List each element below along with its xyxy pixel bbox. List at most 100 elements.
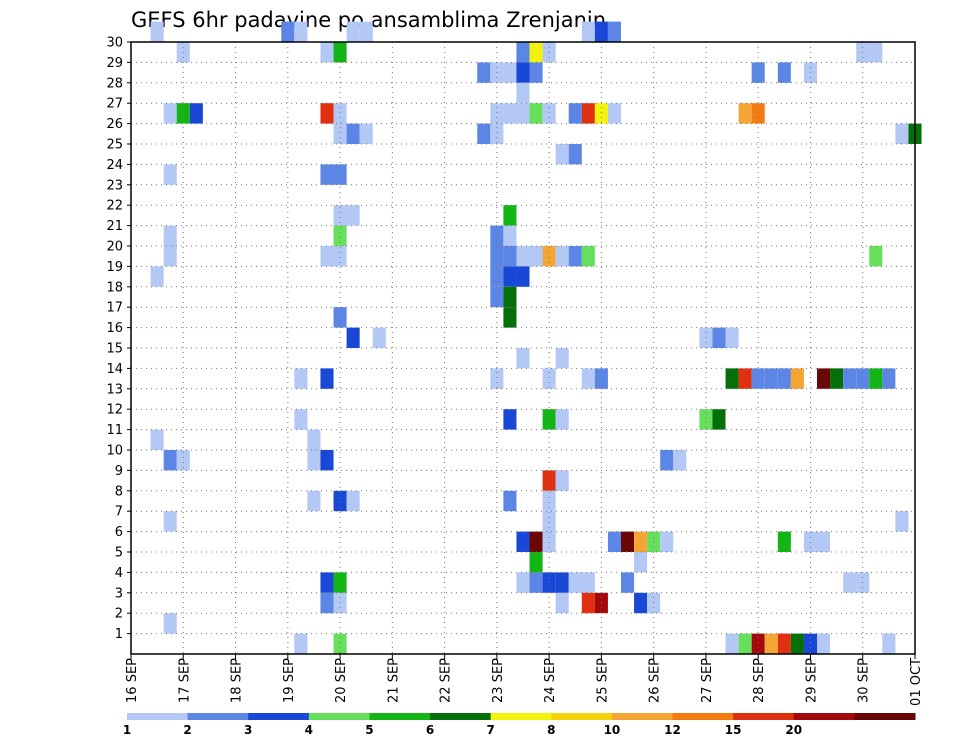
y-tick-label: 17 (106, 301, 123, 316)
heatmap-cell (542, 409, 556, 430)
colorbar-legend: 1 2 3 4 5 6 7 8 10 12 15 20 (123, 713, 916, 737)
colorbar-label: 15 (725, 723, 742, 737)
heatmap-cell (516, 42, 530, 63)
heatmap-cell (817, 633, 831, 654)
heatmap-cell (490, 266, 504, 287)
heatmap-cell (320, 246, 334, 267)
heatmap-cell (594, 21, 608, 42)
heatmap-cell (790, 633, 804, 654)
heatmap-cell (189, 103, 203, 124)
heatmap-cell (163, 103, 177, 124)
heatmap-cell (529, 62, 543, 83)
heatmap-cell (477, 123, 491, 144)
heatmap-cell (163, 450, 177, 471)
colorbar-segment (430, 713, 492, 720)
heatmap-cell (163, 246, 177, 267)
heatmap-cell (529, 552, 543, 573)
x-tick-label: 19 SEP (282, 658, 297, 703)
heatmap-cell (660, 450, 674, 471)
colorbar-label: 2 (183, 723, 191, 737)
heatmap-cell (294, 633, 308, 654)
heatmap-cell (333, 490, 347, 512)
heatmap-cell (333, 225, 347, 246)
heatmap-cell (333, 246, 347, 267)
heatmap-cell (869, 42, 883, 63)
colorbar-segment (793, 713, 855, 720)
heatmap-cell (503, 490, 517, 512)
heatmap-cell (764, 633, 778, 654)
heatmap-cell (634, 552, 648, 573)
heatmap-cell (294, 368, 308, 389)
heatmap-cell (568, 246, 582, 267)
colorbar-label: 7 (487, 723, 495, 737)
y-tick-label: 12 (106, 403, 123, 418)
y-tick-label: 27 (106, 97, 123, 112)
heatmap-cell (568, 144, 582, 165)
heatmap-cell (555, 572, 569, 593)
heatmap-cell (176, 103, 190, 124)
heatmap-cell (503, 409, 517, 430)
heatmap-cell (738, 103, 752, 124)
colorbar-label: 6 (426, 723, 434, 737)
heatmap-cell (320, 450, 334, 471)
heatmap-cell (503, 246, 517, 267)
heatmap-cell (660, 531, 674, 552)
y-tick-label: 11 (106, 423, 123, 438)
colorbar-label: 8 (547, 723, 555, 737)
heatmap-cell (542, 368, 556, 389)
heatmap-cell (320, 368, 334, 389)
heatmap-cell (647, 531, 661, 552)
colorbar-label: 4 (305, 723, 313, 737)
heatmap-cell (542, 470, 556, 491)
colorbar-segment (369, 713, 431, 720)
heatmap-cell (516, 62, 530, 83)
heatmap-cell (163, 225, 177, 246)
heatmap-cell (490, 368, 504, 389)
heatmap-cell (150, 21, 164, 42)
heatmap-cell (490, 246, 504, 267)
y-tick-label: 29 (106, 56, 123, 71)
heatmap-cell (542, 511, 556, 532)
heatmap-cell (621, 572, 635, 593)
heatmap-cell (150, 429, 164, 450)
heatmap-cell (529, 572, 543, 593)
heatmap-cell (581, 368, 595, 389)
heatmap-cell (555, 470, 569, 491)
heatmap-cell (738, 368, 752, 389)
y-tick-label: 22 (106, 199, 123, 214)
y-tick-label: 4 (115, 566, 123, 581)
heatmap-cell (320, 103, 334, 124)
x-tick-label: 20 SEP (334, 658, 349, 703)
heatmap-cell (751, 368, 765, 389)
heatmap-cell (529, 246, 543, 267)
y-tick-label: 18 (106, 280, 123, 295)
colorbar-label: 12 (664, 723, 681, 737)
heatmap-cell (895, 123, 909, 144)
heatmap-cell (594, 368, 608, 389)
heatmap-cell (516, 266, 530, 287)
heatmap-cell (790, 368, 804, 389)
heatmap-cell (555, 348, 569, 369)
y-tick-label: 14 (106, 362, 123, 377)
y-tick-label: 1 (115, 627, 123, 642)
heatmap-cell (607, 531, 621, 552)
x-tick-label: 29 SEP (804, 658, 819, 703)
heatmap-cell (307, 490, 321, 512)
y-tick-label: 28 (106, 76, 123, 91)
y-tick-label: 19 (106, 260, 123, 275)
x-tick-label: 16 SEP (125, 658, 140, 703)
heatmap-cell (673, 450, 687, 471)
y-tick-label: 16 (106, 321, 123, 336)
x-tick-label: 18 SEP (230, 658, 245, 703)
y-tick-label: 30 (106, 36, 123, 51)
heatmap-cell (725, 368, 739, 389)
heatmap-cell (817, 531, 831, 552)
heatmap-cell (542, 246, 556, 267)
heatmap-cell (777, 531, 791, 552)
heatmap-cell (895, 511, 909, 532)
heatmap-cell (294, 21, 308, 42)
colorbar-segment (854, 713, 916, 720)
y-tick-label: 20 (106, 240, 123, 255)
heatmap-cell (150, 266, 164, 287)
